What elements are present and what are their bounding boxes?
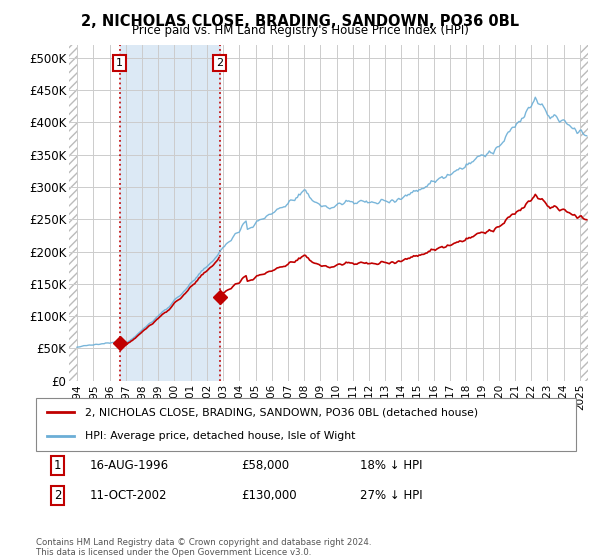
Text: Contains HM Land Registry data © Crown copyright and database right 2024.
This d: Contains HM Land Registry data © Crown c… — [36, 538, 371, 557]
Text: HPI: Average price, detached house, Isle of Wight: HPI: Average price, detached house, Isle… — [85, 431, 355, 441]
Text: 2, NICHOLAS CLOSE, BRADING, SANDOWN, PO36 0BL: 2, NICHOLAS CLOSE, BRADING, SANDOWN, PO3… — [81, 14, 519, 29]
FancyBboxPatch shape — [36, 398, 576, 451]
Text: 16-AUG-1996: 16-AUG-1996 — [90, 459, 169, 473]
Text: 1: 1 — [54, 459, 61, 473]
Text: 11-OCT-2002: 11-OCT-2002 — [90, 489, 167, 502]
Text: Price paid vs. HM Land Registry's House Price Index (HPI): Price paid vs. HM Land Registry's House … — [131, 24, 469, 37]
Text: 27% ↓ HPI: 27% ↓ HPI — [360, 489, 422, 502]
Text: 2: 2 — [54, 489, 61, 502]
Text: £58,000: £58,000 — [241, 459, 289, 473]
Text: £130,000: £130,000 — [241, 489, 297, 502]
Text: 2, NICHOLAS CLOSE, BRADING, SANDOWN, PO36 0BL (detached house): 2, NICHOLAS CLOSE, BRADING, SANDOWN, PO3… — [85, 408, 478, 418]
Bar — [69, 45, 77, 381]
Text: 1: 1 — [116, 58, 123, 68]
Text: 2: 2 — [216, 58, 223, 68]
Text: 18% ↓ HPI: 18% ↓ HPI — [360, 459, 422, 473]
Bar — [119, 45, 220, 381]
Bar — [580, 45, 588, 381]
